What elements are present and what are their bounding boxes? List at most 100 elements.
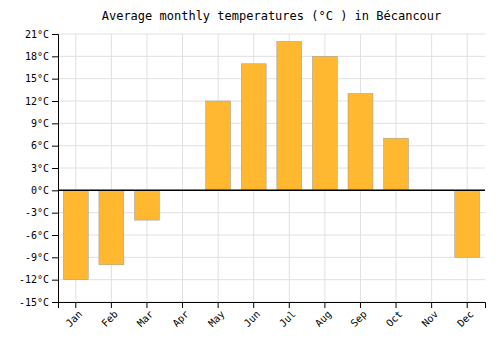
x-grid-line [182,34,183,302]
x-tick-label: Apr [170,308,191,329]
bar [348,94,373,191]
bar [312,56,337,190]
y-grid-line [58,168,485,169]
x-tick-mark [218,302,219,308]
y-tick: 12°C [25,96,58,107]
x-tick-mark [324,302,325,308]
bar [206,101,231,190]
axis-line [59,303,486,309]
y-tick: -6°C [25,230,58,241]
y-tick: -15°C [19,297,58,308]
bar [241,64,266,191]
x-tick: Aug [313,302,334,329]
x-tick-label: Sep [348,308,369,329]
x-tick-mark [75,302,76,308]
x-tick: Apr [170,302,191,329]
bar [455,190,480,257]
y-grid-line [58,34,485,35]
x-tick-label: Aug [313,308,334,329]
x-tick-mark [182,302,183,308]
y-tick-label: -3°C [25,207,49,218]
y-tick-label: -6°C [25,230,49,241]
x-tick-label: Dec [455,308,476,329]
bar [277,41,302,190]
x-tick: Dec [455,302,476,329]
x-tick-label: Jun [242,308,263,329]
y-tick-mark [52,190,58,191]
y-tick-mark [52,101,58,102]
y-tick-label: 12°C [25,96,49,107]
x-tick-mark [289,302,290,308]
x-tick-mark [111,302,112,308]
x-tick-label: May [206,308,227,329]
y-tick-label: 6°C [31,140,49,151]
y-tick-label: 9°C [31,118,49,129]
grid [58,34,485,302]
y-tick-mark [52,257,58,258]
axis-line [52,35,59,303]
x-grid-line [431,34,432,302]
x-tick-mark [253,302,254,308]
y-tick: 3°C [31,163,58,174]
y-tick: -12°C [19,274,58,285]
x-tick-mark [431,302,432,308]
y-axis: -15°C -12°C -9°C -6°C -3°C 0°C 3°C 6°C 9°C 12°C 15… [19,29,59,308]
y-tick-mark [52,302,58,303]
x-tick-mark [467,302,468,308]
x-tick: Oct [384,302,405,329]
y-grid-line [58,78,485,79]
x-tick: Feb [99,302,120,329]
y-tick-label: 15°C [25,73,49,84]
x-grid-line [467,34,468,302]
plot: -15°C -12°C -9°C -6°C -3°C 0°C 3°C 6°C 9°C 12°C 15… [19,29,486,329]
y-tick: 9°C [31,118,58,129]
y-tick-mark [52,235,58,236]
x-tick-label: Feb [99,308,120,329]
x-tick-mark [146,302,147,308]
y-grid-line [58,101,485,102]
y-tick-label: 3°C [31,163,49,174]
y-grid-line [58,279,485,280]
y-tick-label: 18°C [25,51,49,62]
y-tick-mark [52,280,58,281]
x-tick: Jun [242,302,263,329]
y-tick: 21°C [25,29,58,40]
y-tick: 18°C [25,51,58,62]
y-tick: 15°C [25,73,58,84]
x-grid-line [146,34,147,302]
y-tick-label: -15°C [19,297,49,308]
y-tick: 6°C [31,140,58,151]
x-tick-mark [360,302,361,308]
y-tick-label: -9°C [25,252,49,263]
bars [63,41,479,279]
y-tick-mark [52,79,58,80]
x-tick-label: Oct [384,308,405,329]
x-tick: Jan [64,302,85,329]
bar [135,190,160,220]
y-tick: -9°C [25,252,58,263]
x-tick: Mar [135,302,156,329]
title: Average monthly temperatures (°C ) in Bé… [102,9,442,23]
x-tick: May [206,302,227,329]
y-grid-line [58,123,485,124]
y-tick-mark [52,56,58,57]
x-tick-label: Jul [277,308,298,329]
x-tick-label: Jan [64,308,85,329]
y-tick-mark [52,213,58,214]
x-axis: Jan Feb Mar Apr May Jun Jul Aug Sep Oct Nov Dec [59,302,486,329]
y-grid-line [58,56,485,57]
y-grid-line [58,190,485,191]
x-tick: Sep [348,302,369,329]
chart: -15°C -12°C -9°C -6°C -3°C 0°C 3°C 6°C 9°C 12°C 15… [0,0,500,350]
y-tick: -3°C [25,207,58,218]
y-tick-label: 21°C [25,29,49,40]
y-tick-label: -12°C [19,274,49,285]
y-tick-mark [52,34,58,35]
x-tick-label: Nov [420,308,441,329]
bar [384,138,409,190]
x-tick-mark [396,302,397,308]
x-tick: Jul [277,302,298,329]
y-tick-label: 0°C [31,185,49,196]
x-tick: Nov [420,302,441,329]
y-grid-line [58,145,485,146]
